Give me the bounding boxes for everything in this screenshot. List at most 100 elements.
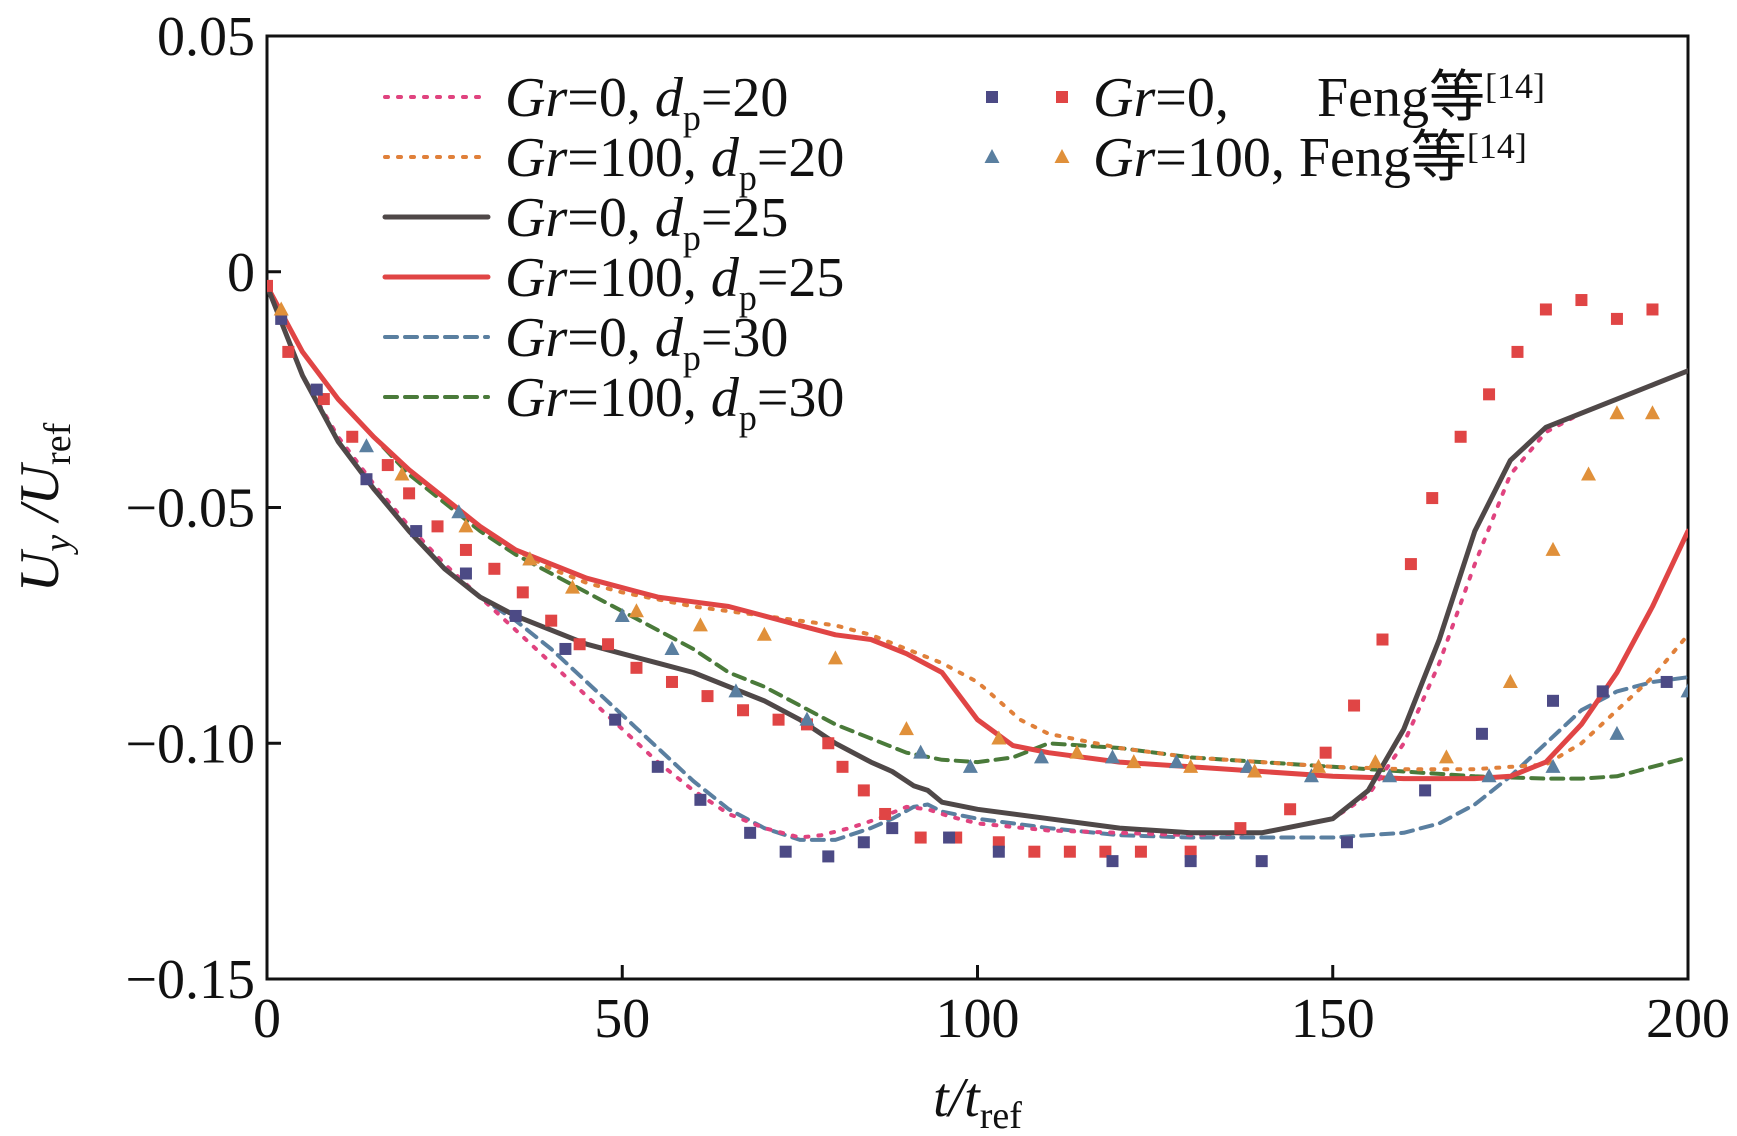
feng-marker-triangle-3-22	[1644, 405, 1660, 420]
feng-marker-triangle-3-14	[1247, 763, 1263, 778]
series-layer	[267, 283, 1688, 842]
feng-marker-square-0-14	[665, 675, 678, 688]
feng-marker-triangle-2-11	[1168, 754, 1184, 769]
feng-marker-triangle-3-20	[1581, 466, 1597, 481]
feng-marker-square-1-15	[943, 831, 956, 844]
feng-marker-triangle-3-19	[1545, 541, 1561, 556]
feng-marker-triangle-2-8	[962, 758, 978, 773]
plot-frame	[265, 34, 1690, 981]
feng-marker-triangle-2-5	[728, 683, 744, 698]
feng-marker-triangle-2-0	[358, 438, 374, 453]
feng-marker-square-1-21	[1419, 784, 1432, 797]
feng-marker-triangle-3-2	[458, 518, 474, 533]
feng-marker-square-0-31	[1234, 822, 1247, 835]
legend-marker-square-1	[1056, 91, 1068, 103]
feng-marker-triangle-2-17	[1609, 725, 1625, 740]
feng-marker-triangle-3-21	[1609, 405, 1625, 420]
feng-marker-triangle-3-9	[898, 721, 914, 736]
legend-label-gr100-dp25: Gr=100, dp=25	[505, 247, 844, 318]
legend-marker-triangle-1	[1054, 149, 1070, 163]
feng-marker-square-1-22	[1475, 727, 1488, 740]
feng-marker-triangle-2-10	[1104, 749, 1120, 764]
feng-marker-square-0-38	[1454, 430, 1467, 443]
feng-marker-square-0-8	[488, 562, 501, 575]
feng-marker-triangle-3-8	[827, 650, 843, 665]
feng-marker-square-0-5	[403, 487, 416, 500]
feng-marker-square-1-3	[410, 525, 423, 538]
feng-marker-square-0-37	[1426, 492, 1439, 505]
feng-marker-square-1-1	[310, 383, 323, 396]
legend-label-feng-1: Gr=100, Feng等[14]	[1093, 126, 1527, 189]
feng-marker-square-0-12	[602, 638, 615, 651]
feng-marker-square-0-19	[822, 737, 835, 750]
y-tick-label: −0.15	[125, 949, 255, 1011]
feng-marker-square-1-5	[509, 609, 522, 622]
feng-marker-square-0-11	[573, 638, 586, 651]
feng-marker-square-0-34	[1348, 699, 1361, 712]
feng-marker-square-0-35	[1376, 633, 1389, 646]
feng-marker-square-0-16	[737, 704, 750, 717]
feng-marker-square-0-20	[836, 760, 849, 773]
series-line-gr0-dp20	[267, 283, 1688, 840]
feng-marker-square-0-1	[282, 345, 295, 358]
feng-marker-square-1-10	[744, 826, 757, 839]
feng-marker-triangle-3-13	[1183, 758, 1199, 773]
feng-marker-square-1-12	[822, 850, 835, 863]
y-tick-label: −0.10	[125, 713, 255, 775]
feng-marker-square-1-6	[559, 642, 572, 655]
feng-marker-triangle-2-14	[1382, 768, 1398, 783]
legend-marker-square-0	[986, 91, 998, 103]
feng-marker-square-0-30	[1184, 845, 1197, 858]
feng-marker-square-1-0	[275, 312, 288, 325]
feng-marker-square-1-11	[779, 845, 792, 858]
feng-marker-triangle-2-18	[1680, 683, 1688, 698]
feng-marker-square-0-21	[857, 784, 870, 797]
feng-marker-triangle-2-7	[913, 744, 929, 759]
feng-marker-square-1-25	[1660, 675, 1673, 688]
x-tick-label: 100	[936, 988, 1020, 1050]
feng-marker-triangle-3-12	[1126, 754, 1142, 769]
marker-layer	[267, 279, 1688, 868]
y-tick-label: 0	[227, 242, 255, 304]
feng-marker-square-0-29	[1134, 845, 1147, 858]
axis-layer: 0 50 100 150 200 0.05 0 −0.05 −0.10 −0.15	[125, 6, 1730, 1050]
feng-marker-triangle-2-1	[451, 504, 467, 519]
feng-marker-square-0-39	[1483, 388, 1496, 401]
feng-marker-square-0-27	[1063, 845, 1076, 858]
feng-marker-triangle-2-3	[614, 607, 630, 622]
feng-marker-square-0-3	[346, 430, 359, 443]
feng-marker-square-1-24	[1596, 685, 1609, 698]
legend-marker-triangle-0	[984, 149, 1000, 163]
feng-marker-square-0-25	[992, 836, 1005, 849]
feng-marker-square-0-0	[267, 279, 273, 292]
feng-marker-square-0-36	[1404, 558, 1417, 571]
legend-label-feng-0: Gr=0, Feng等[14]	[1093, 66, 1545, 129]
feng-marker-triangle-3-6	[692, 617, 708, 632]
feng-marker-square-1-20	[1340, 836, 1353, 849]
feng-marker-square-0-17	[772, 713, 785, 726]
feng-marker-square-1-18	[1184, 855, 1197, 868]
feng-marker-triangle-2-12	[1239, 758, 1255, 773]
feng-marker-triangle-3-15	[1311, 758, 1327, 773]
feng-marker-square-1-2	[360, 473, 373, 486]
feng-marker-square-0-2	[317, 393, 330, 406]
feng-marker-square-0-26	[1028, 845, 1041, 858]
feng-marker-square-0-22	[879, 807, 892, 820]
feng-marker-triangle-3-10	[991, 730, 1007, 745]
legend-label-gr100-dp20: Gr=100, dp=20	[505, 127, 844, 198]
feng-marker-square-0-10	[545, 614, 558, 627]
feng-marker-square-1-23	[1547, 694, 1560, 707]
feng-marker-triangle-3-18	[1502, 673, 1518, 688]
feng-marker-square-1-16	[992, 845, 1005, 858]
feng-marker-square-0-7	[459, 543, 472, 556]
feng-marker-triangle-3-7	[756, 626, 772, 641]
feng-marker-triangle-3-16	[1367, 754, 1383, 769]
feng-marker-square-0-33	[1319, 746, 1332, 759]
feng-marker-square-1-19	[1255, 855, 1268, 868]
feng-marker-triangle-2-4	[664, 640, 680, 655]
feng-marker-triangle-2-6	[799, 711, 815, 726]
feng-marker-square-1-17	[1106, 855, 1119, 868]
feng-marker-triangle-3-3	[522, 551, 538, 566]
